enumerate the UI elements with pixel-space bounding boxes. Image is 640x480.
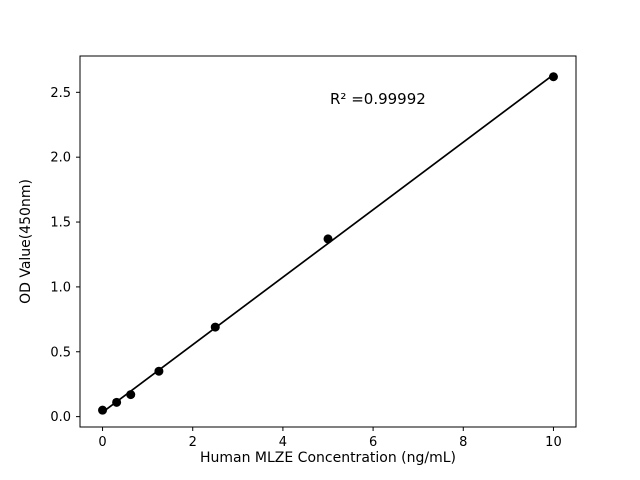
r-squared-annotation: R² =0.99992 [330, 90, 426, 108]
data-point [126, 390, 136, 400]
data-point [210, 322, 220, 332]
x-tick-label: 8 [459, 435, 467, 450]
data-point [154, 366, 164, 376]
x-tick-label: 4 [279, 435, 287, 450]
data-point [112, 397, 122, 407]
y-tick-label: 0.0 [50, 410, 71, 425]
x-tick-label: 6 [369, 435, 377, 450]
data-point [548, 72, 558, 82]
y-axis-label: OD Value(450nm) [18, 179, 34, 304]
x-tick-label: 0 [98, 435, 106, 450]
data-point [323, 234, 333, 244]
y-tick-label: 2.0 [50, 151, 71, 166]
y-tick-label: 0.5 [50, 345, 71, 360]
data-point [98, 405, 108, 415]
y-tick-label: 1.5 [50, 216, 71, 231]
fit-line [102, 74, 554, 413]
x-tick-label: 10 [545, 435, 562, 450]
x-tick-label: 2 [189, 435, 197, 450]
x-axis-label: Human MLZE Concentration (ng/mL) [200, 450, 456, 466]
axes-box [79, 55, 577, 428]
y-tick-label: 2.5 [50, 86, 71, 101]
y-tick-label: 1.0 [50, 280, 71, 295]
